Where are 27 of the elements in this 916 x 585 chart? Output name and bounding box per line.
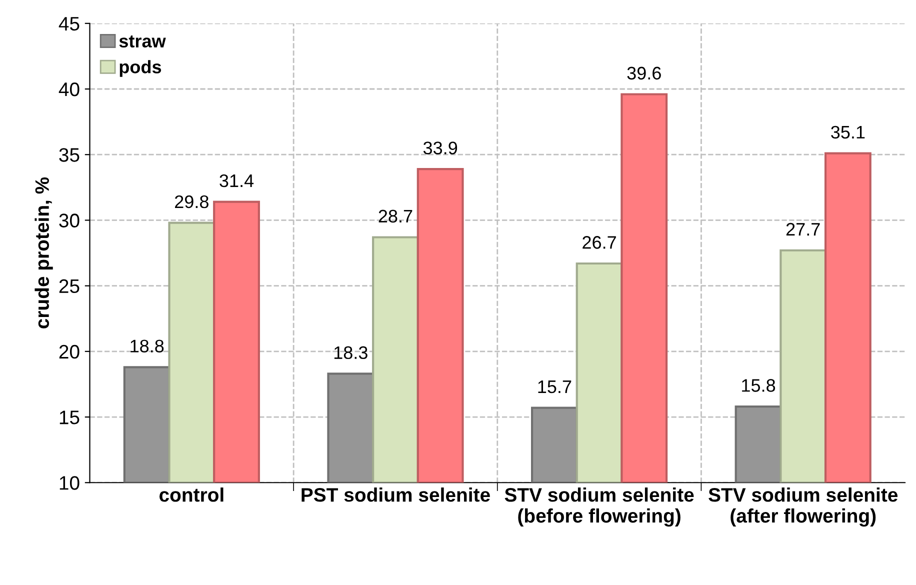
y-tick-label: 45 — [58, 17, 80, 31]
y-tick-label: 20 — [59, 344, 80, 359]
y-tick-label: 40 — [58, 82, 80, 96]
data-label: 15.7 — [538, 380, 572, 394]
data-label: 15.8 — [742, 379, 776, 392]
x-tick-label: STV sodium selenite (before flowering) — [504, 487, 694, 527]
data-label: 27.7 — [786, 222, 820, 236]
legend-label: straw — [119, 36, 166, 48]
data-label: 31.4 — [220, 174, 254, 188]
data-label: 28.7 — [378, 210, 412, 223]
y-tick-label: 25 — [59, 279, 80, 294]
y-tick-label: 30 — [59, 214, 80, 228]
legend-label: pods — [120, 60, 162, 77]
data-label: 26.7 — [582, 236, 616, 249]
data-label: 33.9 — [423, 142, 458, 154]
x-tick-label: control — [159, 487, 224, 502]
y-tick-label: 35 — [59, 148, 80, 162]
y-axis-title: crude protein, % — [34, 177, 53, 328]
x-tick-label: STV sodium selenite (after flowering) — [708, 487, 898, 527]
data-label: 18.3 — [334, 346, 368, 360]
data-label: 39.6 — [627, 66, 661, 80]
y-tick-label: 10 — [60, 476, 80, 490]
data-label: 18.8 — [130, 340, 164, 352]
data-label: 35.1 — [831, 126, 865, 139]
y-tick-label: 15 — [60, 410, 80, 424]
x-tick-label: PST sodium selenite — [302, 487, 490, 502]
data-label: 29.8 — [175, 195, 208, 208]
